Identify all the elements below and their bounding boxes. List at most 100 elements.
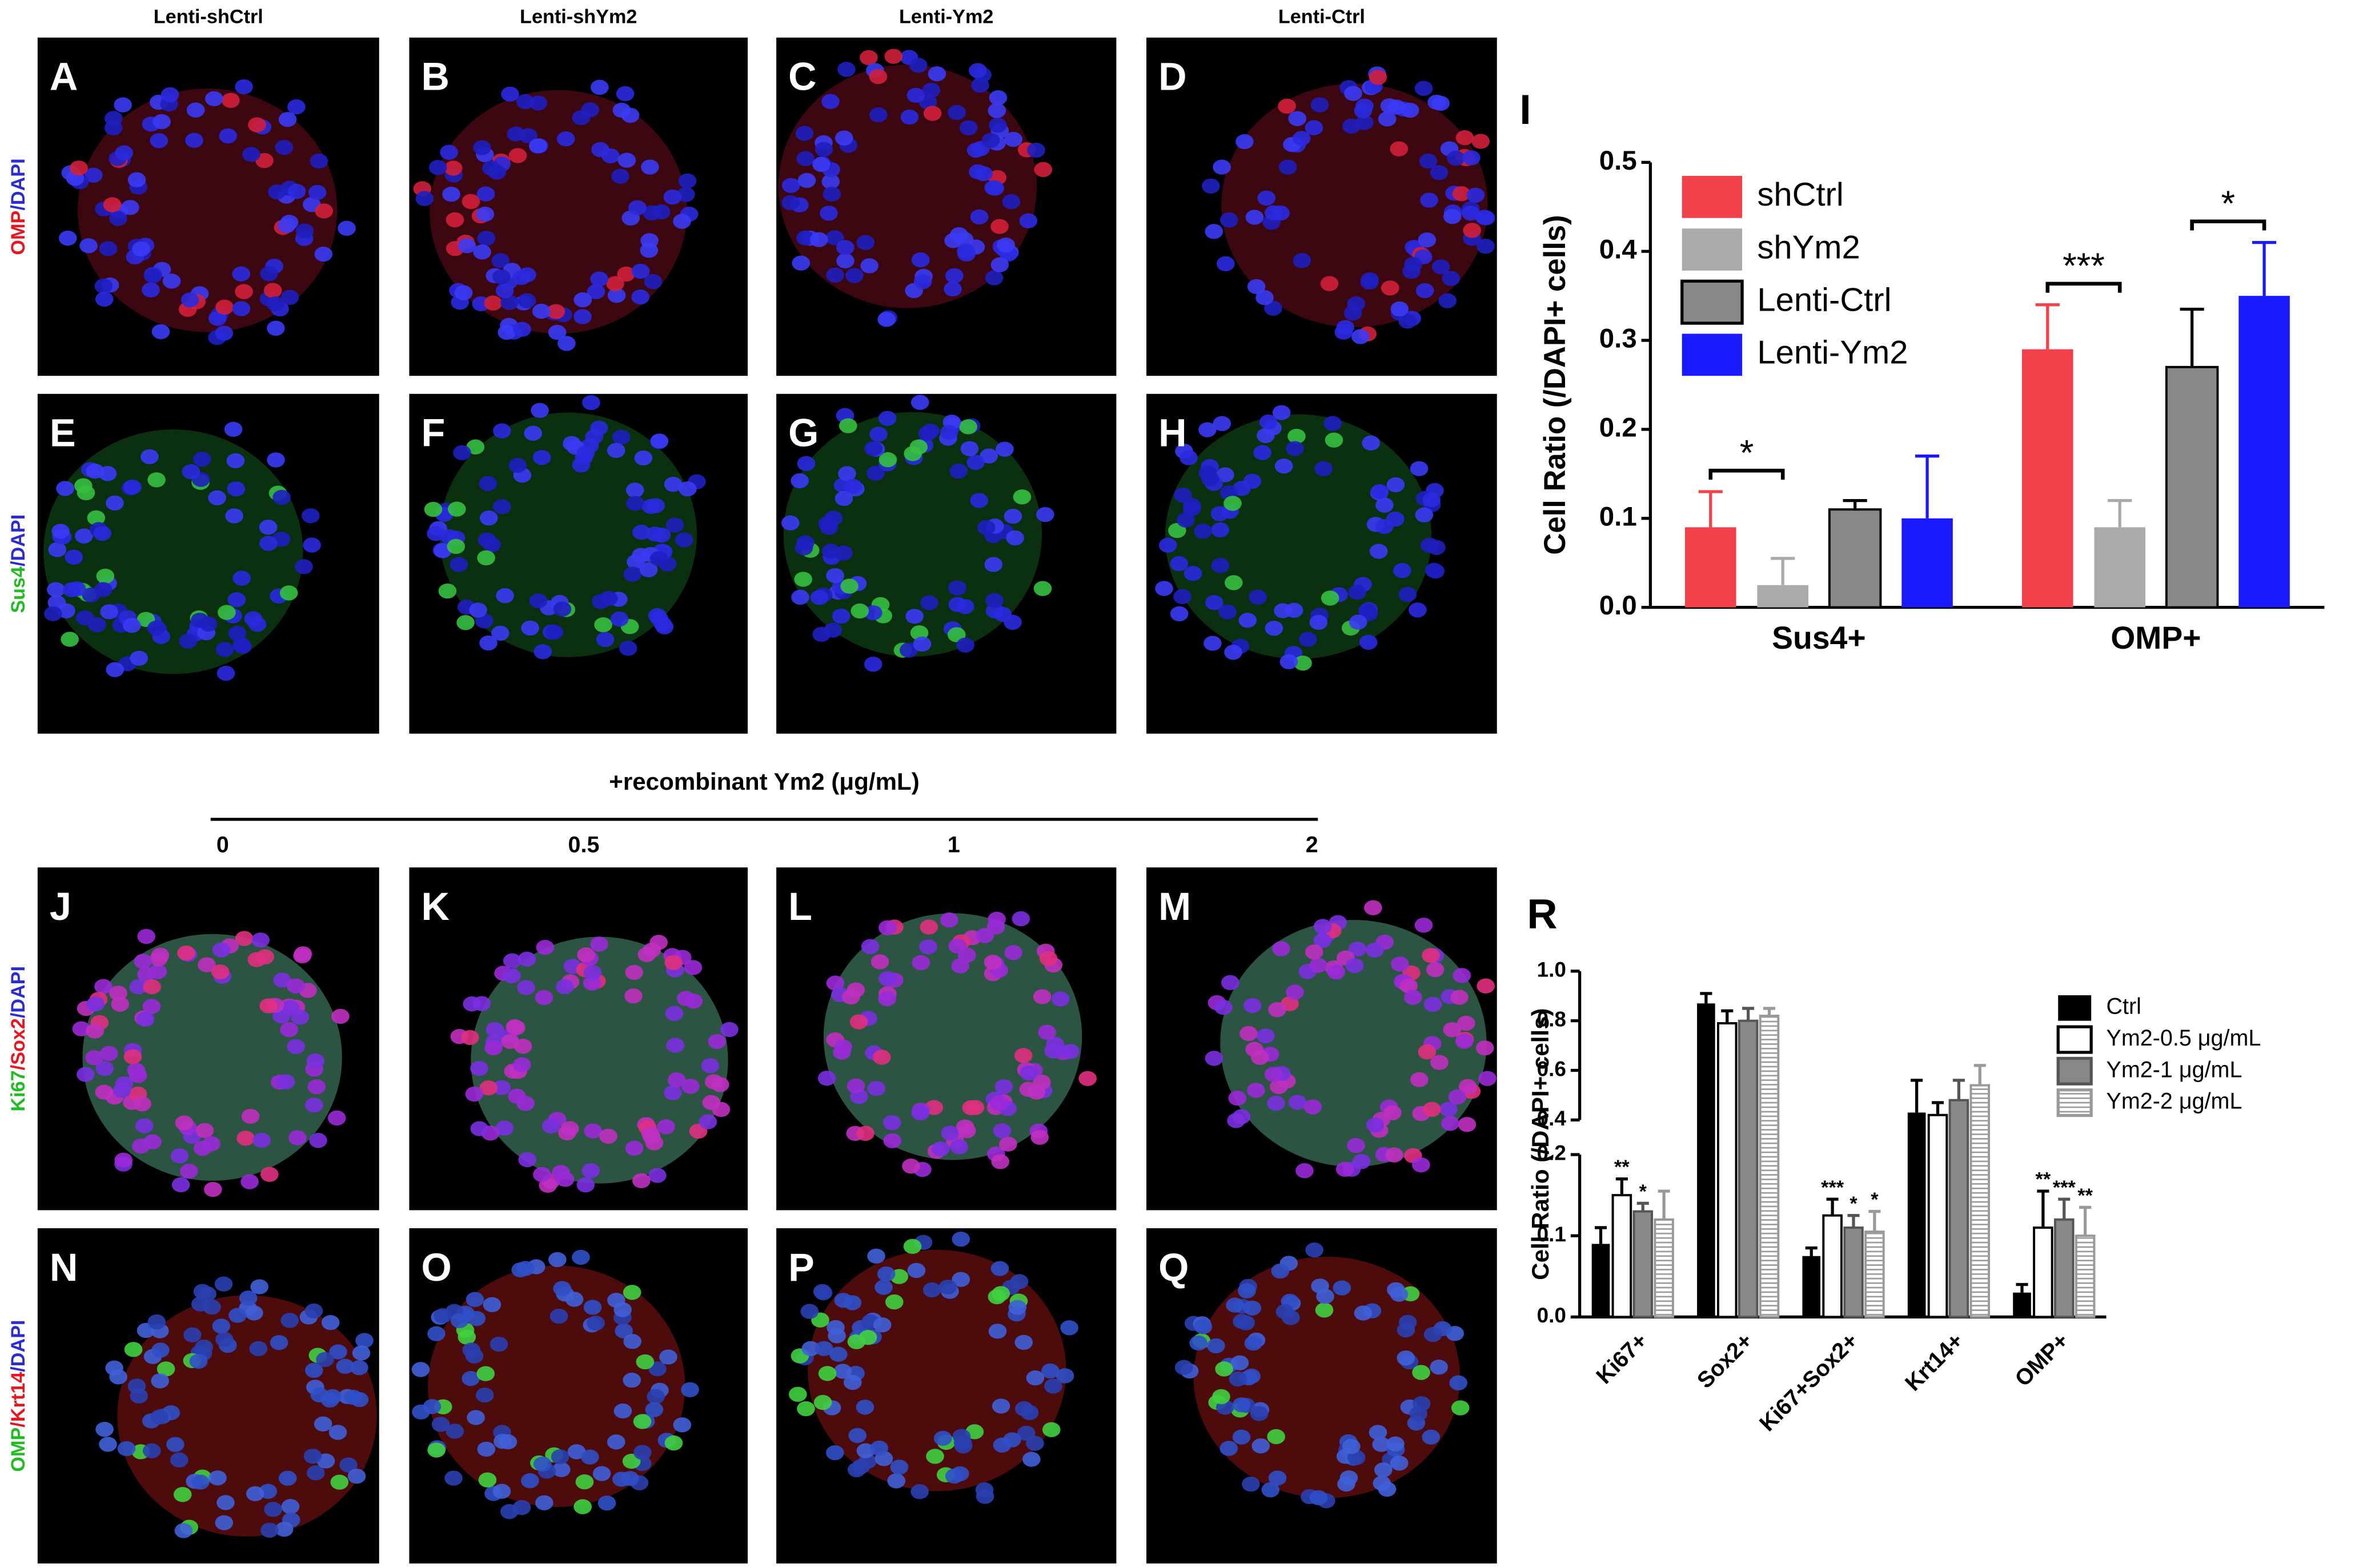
nucleus (1014, 1334, 1033, 1350)
legend-swatch (2056, 1025, 2093, 1054)
nucleus (1279, 654, 1298, 670)
nucleus (932, 1141, 950, 1157)
nucleus (558, 1125, 576, 1141)
nucleus (1272, 405, 1291, 420)
nucleus (556, 131, 575, 147)
panel-letter: C (788, 55, 816, 99)
nucleus (878, 991, 896, 1007)
bar (1864, 1231, 1885, 1318)
nucleus (330, 1474, 349, 1490)
nucleus (839, 418, 857, 433)
nucleus (1203, 636, 1222, 651)
nucleus (552, 1462, 571, 1477)
nucleus (1430, 165, 1449, 180)
nucleus (338, 220, 356, 236)
nucleus (1211, 558, 1230, 573)
nucleus (212, 942, 231, 958)
nucleus (248, 117, 266, 132)
nucleus (106, 495, 124, 511)
nucleus (911, 252, 930, 268)
nucleus (1366, 942, 1384, 958)
nucleus (492, 423, 511, 439)
nucleus (954, 1438, 973, 1454)
nucleus (1303, 1099, 1322, 1115)
y-tick-label: 0.5 (1599, 146, 1637, 176)
nucleus (104, 120, 123, 136)
nucleus (490, 1336, 508, 1352)
nucleus (1268, 1002, 1286, 1018)
nucleus (920, 595, 938, 610)
nucleus (241, 1108, 260, 1124)
nucleus (132, 241, 150, 257)
nucleus (1449, 1375, 1467, 1391)
significance-label: ** (2077, 1185, 2093, 1207)
nucleus (948, 938, 967, 954)
nucleus (650, 433, 669, 449)
nucleus (904, 446, 922, 461)
panel-letter: I (1519, 86, 1531, 133)
nucleus (1390, 141, 1409, 156)
nucleus (551, 1449, 569, 1465)
error-bar (1805, 1246, 1818, 1256)
nucleus (582, 395, 600, 411)
nucleus (62, 582, 81, 597)
nucleus (1370, 484, 1389, 500)
nucleus (1020, 1065, 1038, 1081)
nucleus (583, 1300, 602, 1315)
nucleus (573, 309, 592, 324)
nucleus (228, 625, 247, 641)
nucleus (821, 544, 840, 559)
nucleus (1305, 1242, 1323, 1258)
nucleus (260, 266, 278, 282)
nucleus (869, 107, 888, 123)
nucleus (170, 1452, 188, 1468)
nucleus (302, 508, 320, 524)
nucleus (114, 97, 132, 112)
nucleus (222, 93, 240, 108)
error-bar (2180, 307, 2204, 367)
nucleus (147, 1314, 166, 1330)
nucleus (1034, 162, 1053, 178)
nucleus (944, 233, 962, 248)
micrograph-cells (1205, 900, 1497, 1179)
nucleus (533, 1456, 552, 1472)
y-tick-label: 0.0 (1537, 1304, 1566, 1327)
nucleus (1361, 272, 1379, 288)
nucleus (1369, 70, 1387, 85)
nucleus (236, 1131, 255, 1146)
bar (1757, 585, 1808, 608)
nucleus (989, 118, 1007, 133)
nucleus (794, 572, 813, 587)
nucleus (1022, 1452, 1041, 1467)
error-bar (1615, 1177, 1628, 1196)
nucleus (1056, 1368, 1074, 1384)
nucleus (503, 953, 521, 968)
bar (1632, 1210, 1654, 1318)
nucleus (1229, 1371, 1247, 1387)
nucleus (1030, 1129, 1049, 1145)
nucleus (909, 58, 928, 73)
nucleus (665, 517, 684, 533)
y-tick-label: 0.1 (1537, 1223, 1566, 1246)
nucleus (872, 1050, 891, 1065)
nucleus (989, 1095, 1008, 1111)
error-bar (1868, 1209, 1881, 1232)
nucleus (215, 325, 234, 341)
nucleus (427, 1326, 446, 1341)
y-tick-label: 1.0 (1537, 958, 1566, 982)
nucleus (948, 597, 967, 612)
nucleus (204, 1181, 222, 1197)
micrograph-cells (778, 49, 1053, 327)
nucleus (665, 1006, 684, 1021)
nucleus (352, 1345, 371, 1361)
nucleus (617, 266, 636, 282)
nucleus (548, 324, 567, 340)
column-label: Lenti-Ym2 (899, 6, 993, 28)
nucleus (1313, 933, 1332, 948)
panel-letter: N (50, 1245, 78, 1289)
nucleus (976, 1489, 994, 1504)
nucleus (495, 283, 514, 299)
nucleus (321, 1314, 340, 1330)
nucleus (79, 238, 98, 254)
nucleus (484, 1040, 503, 1056)
